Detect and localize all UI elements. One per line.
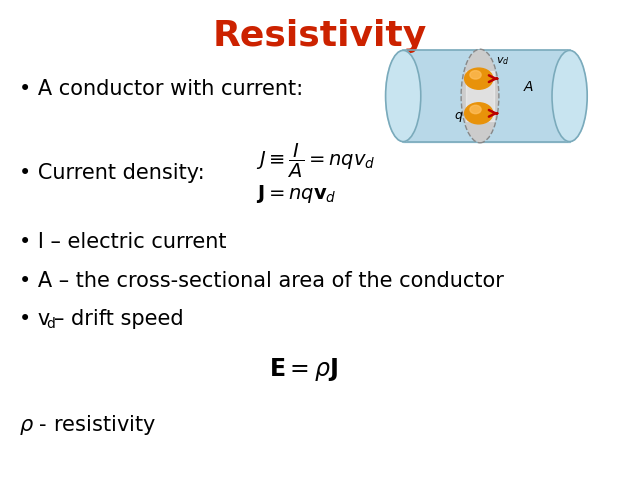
Text: • A conductor with current:: • A conductor with current: [19, 79, 303, 99]
Bar [403, 50, 570, 142]
Text: • v: • v [19, 309, 51, 329]
Text: Resistivity: Resistivity [213, 19, 427, 53]
Ellipse shape [462, 50, 498, 142]
Text: $\mathbf{J} = nq\mathbf{v}_d$: $\mathbf{J} = nq\mathbf{v}_d$ [256, 183, 337, 205]
Text: – drift speed: – drift speed [54, 309, 184, 329]
Text: • A – the cross-sectional area of the conductor: • A – the cross-sectional area of the co… [19, 271, 504, 291]
Text: • I – electric current: • I – electric current [19, 232, 227, 252]
Bar [466, 71, 494, 121]
Text: $J \equiv \dfrac{I}{A} = nqv_d$: $J \equiv \dfrac{I}{A} = nqv_d$ [256, 142, 376, 180]
Text: A: A [524, 80, 532, 94]
Text: • Current density:: • Current density: [19, 163, 205, 183]
Circle shape [465, 68, 493, 89]
Circle shape [470, 105, 481, 114]
Text: $\rho$ - resistivity: $\rho$ - resistivity [19, 413, 156, 437]
Text: q: q [454, 109, 462, 122]
Text: $\mathbf{E} = \rho\mathbf{J}$: $\mathbf{E} = \rho\mathbf{J}$ [269, 356, 338, 383]
Ellipse shape [385, 50, 421, 142]
Ellipse shape [552, 50, 588, 142]
Circle shape [470, 71, 481, 79]
Text: $v_d$: $v_d$ [496, 55, 509, 67]
Text: d: d [47, 316, 56, 331]
Circle shape [465, 103, 493, 124]
